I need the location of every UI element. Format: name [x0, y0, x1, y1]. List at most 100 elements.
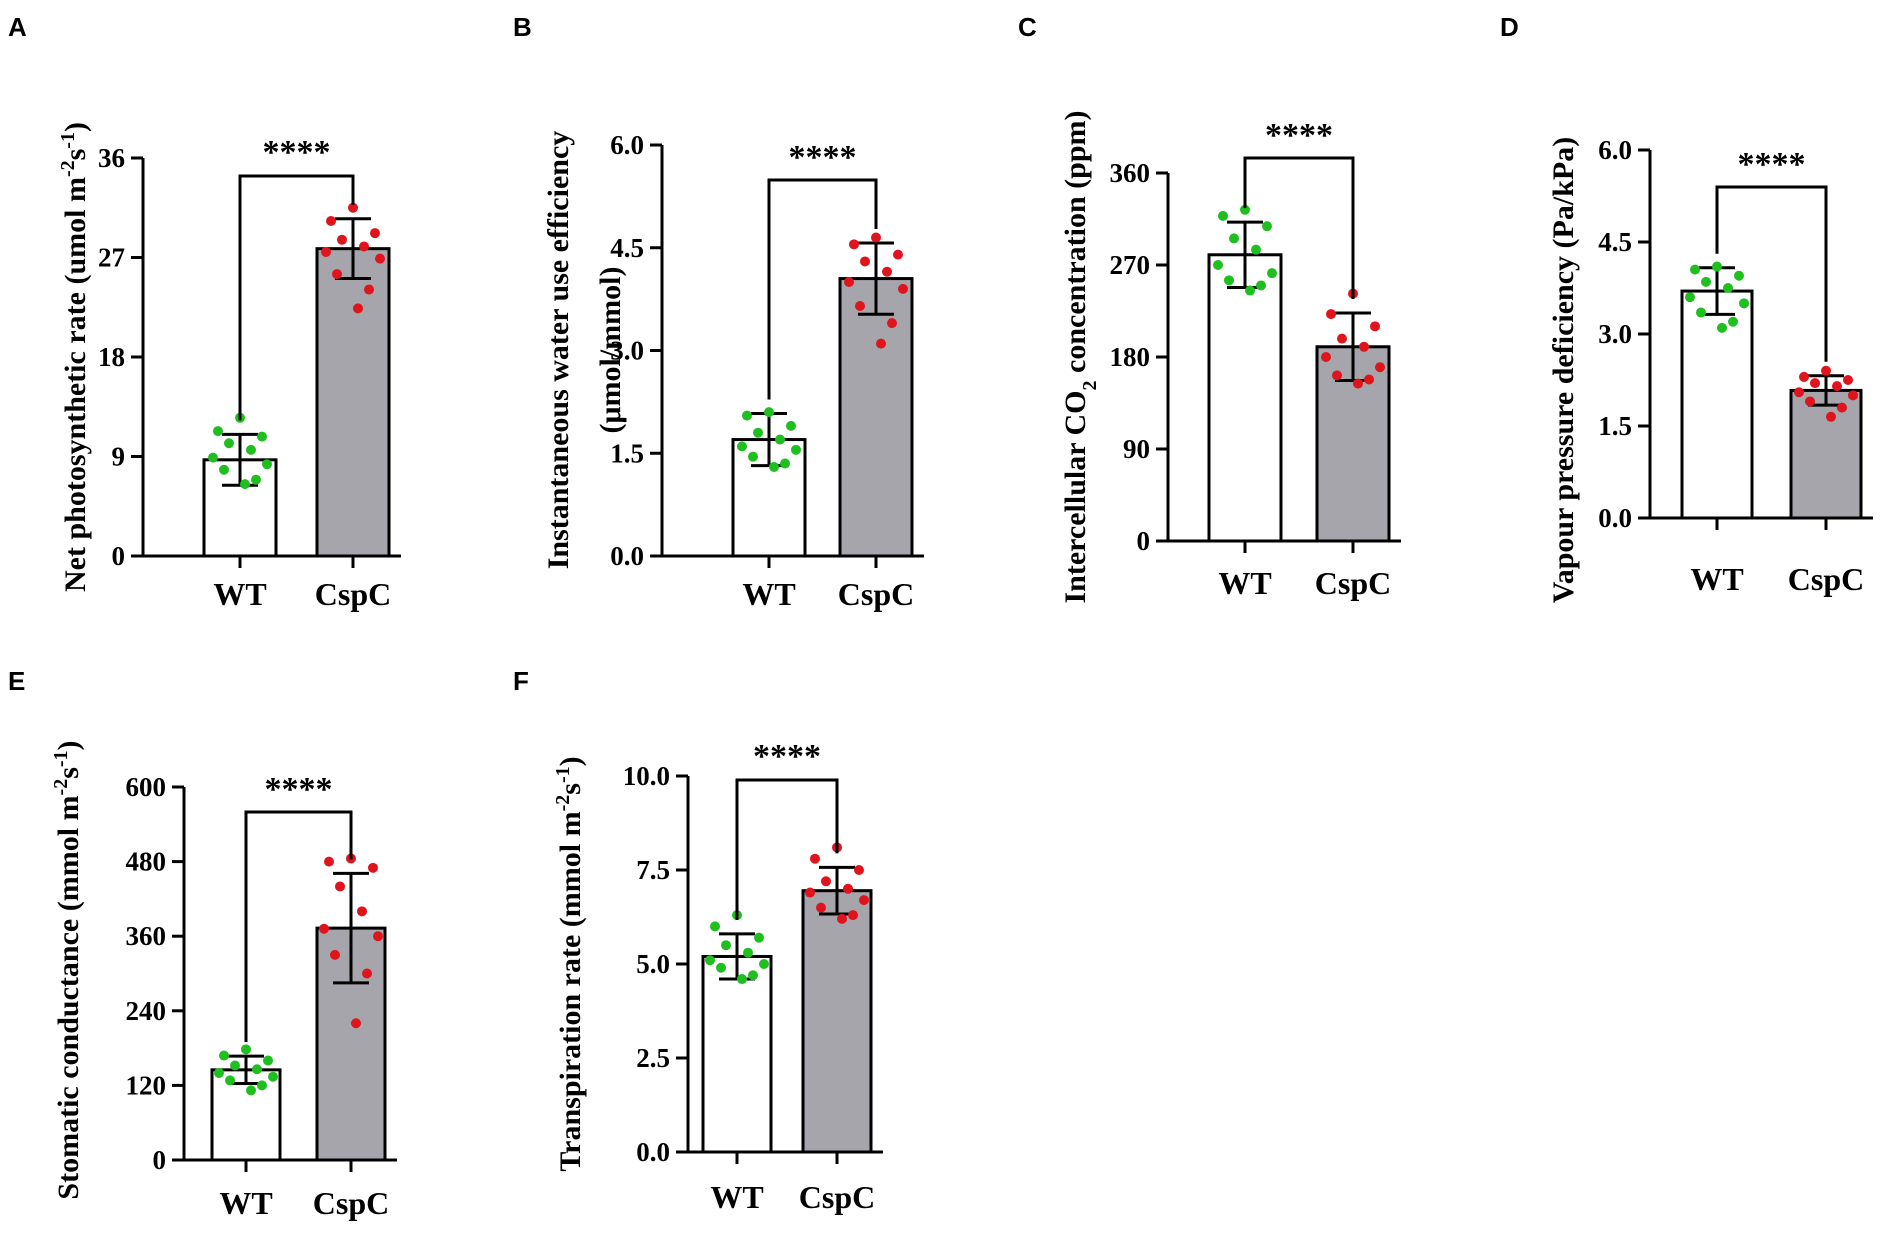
- data-point: [214, 1067, 224, 1078]
- x-tick-label-cspc: CspC: [838, 576, 914, 612]
- y-tick-label: 0: [153, 1145, 167, 1175]
- data-point: [1794, 387, 1804, 398]
- panel-c: C: [1018, 12, 1037, 42]
- data-point: [855, 300, 865, 311]
- x-tick-label-wt: WT: [742, 576, 795, 612]
- data-point: [837, 913, 847, 924]
- y-axis-label: Instantaneous water use efficiency: [542, 131, 575, 570]
- data-point: [1799, 371, 1809, 382]
- data-point: [844, 277, 854, 287]
- data-point: [241, 1044, 251, 1055]
- panel-a: A: [8, 12, 27, 42]
- x-tick-label-wt: WT: [219, 1185, 272, 1221]
- data-point: [791, 444, 801, 455]
- data-point: [859, 895, 869, 906]
- chart-d: 0.0 1.5 3.0 4.5 6.0 WT CspC **** Vapour pressure…: [1547, 135, 1873, 603]
- panel-b: B: [513, 12, 532, 42]
- data-point: [716, 962, 726, 973]
- data-point: [764, 407, 774, 418]
- data-point: [710, 921, 720, 932]
- y-axis-label: Intercellular CO2 concentration (ppm): [1059, 110, 1101, 603]
- data-point: [821, 876, 831, 887]
- charts-layer: 0 9 18 27 36 WT CspC **** Net photosynthetic rat…: [50, 110, 1873, 1221]
- data-point: [375, 253, 385, 264]
- data-point: [871, 232, 881, 243]
- y-tick-label: 18: [98, 342, 125, 372]
- data-point: [364, 284, 374, 295]
- data-point: [1256, 280, 1266, 291]
- data-point: [1848, 390, 1858, 401]
- y-axis-label-part: ): [554, 756, 587, 766]
- significance-bracket: [244, 810, 353, 1043]
- y-axis-label-part: Intercellular CO: [1059, 390, 1092, 603]
- data-point: [775, 434, 785, 445]
- data-point: [721, 940, 731, 951]
- y-tick-label: 1.5: [1598, 411, 1632, 441]
- data-point: [1837, 402, 1847, 413]
- data-point: [780, 458, 790, 469]
- y-axis-label-part: -2: [57, 160, 79, 177]
- chart-f: 0.0 2.5 5.0 7.5 10.0 WT CspC **** Transpiration …: [552, 738, 883, 1215]
- chart-e: 0 120 240 360 480 600 WT CspC **** Stomatic condu…: [50, 740, 397, 1221]
- panel-letter-b: B: [513, 12, 532, 42]
- bar-cspc: [315, 247, 391, 558]
- data-point: [1821, 365, 1831, 376]
- bar-wt: [701, 954, 773, 1154]
- data-point: [848, 910, 858, 921]
- bar-cspc: [801, 889, 873, 1154]
- x-tick-label-wt: WT: [1690, 561, 1743, 597]
- x-tick-label-wt: WT: [213, 576, 266, 612]
- y-tick-label: 0.0: [1598, 503, 1632, 533]
- data-point: [1326, 309, 1336, 320]
- data-point: [1321, 352, 1331, 362]
- data-point: [357, 906, 367, 917]
- y-tick-label: 270: [1110, 250, 1151, 280]
- panel-f: F: [513, 666, 529, 696]
- data-point: [1332, 370, 1342, 381]
- data-point: [321, 246, 331, 257]
- data-point: [225, 1075, 235, 1086]
- y-axis-label-part: -1: [552, 766, 574, 783]
- panel-letter-e: E: [8, 666, 25, 696]
- data-point: [319, 923, 329, 934]
- x-tick-label-cspc: CspC: [313, 1185, 389, 1221]
- data-point: [805, 887, 815, 898]
- chart-b: 0.0 1.5 3.0 4.5 6.0 WT CspC **** Instantaneous w…: [542, 130, 924, 612]
- y-axis-label-part: -2: [552, 795, 574, 812]
- y-tick-label: 36: [98, 143, 125, 173]
- data-point: [759, 959, 769, 969]
- y-tick-label: 3.0: [1598, 319, 1632, 349]
- y-tick-label: 360: [126, 921, 167, 951]
- y-axis-label-line2: (μmol/mmol): [594, 267, 627, 434]
- data-point: [257, 431, 267, 442]
- y-tick-label: 4.5: [610, 233, 644, 263]
- y-axis-label-part: ): [52, 740, 85, 750]
- data-point: [748, 451, 758, 462]
- data-point: [1267, 268, 1277, 279]
- y-tick-label: 240: [126, 996, 167, 1026]
- data-point: [1739, 298, 1749, 309]
- data-point: [262, 459, 272, 470]
- data-point: [330, 949, 340, 960]
- data-point: [1696, 307, 1706, 318]
- data-point: [887, 318, 897, 329]
- bar-cspc: [838, 277, 914, 558]
- data-point: [1229, 233, 1239, 244]
- y-tick-label: 4.5: [1598, 227, 1632, 257]
- data-point: [737, 974, 747, 985]
- significance-bracket: [1715, 185, 1828, 362]
- data-point: [876, 338, 886, 349]
- data-point: [373, 931, 383, 942]
- y-tick-label: 6.0: [610, 130, 644, 160]
- y-tick-label: 2.5: [636, 1043, 670, 1073]
- data-point: [353, 303, 363, 314]
- data-point: [843, 883, 853, 894]
- y-tick-label: 9: [112, 442, 126, 472]
- data-point: [263, 1055, 273, 1066]
- data-point: [1364, 374, 1374, 385]
- significance-label: ****: [265, 771, 333, 808]
- y-axis-label-part: s: [554, 783, 587, 795]
- significance-label: ****: [753, 738, 821, 775]
- y-tick-label: 480: [126, 847, 167, 877]
- x-tick-label-cspc: CspC: [1788, 561, 1864, 597]
